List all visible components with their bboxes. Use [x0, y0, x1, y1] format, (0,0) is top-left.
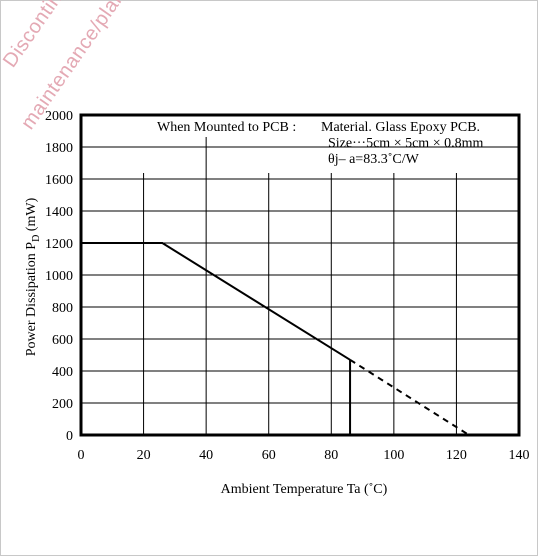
y-tick-label: 1800 — [45, 141, 73, 156]
x-tick-label: 40 — [199, 448, 213, 463]
y-tick-label: 1400 — [45, 205, 73, 220]
x-tick-label: 100 — [383, 448, 404, 463]
derating-line — [81, 242, 351, 361]
x-tick-label: 80 — [324, 448, 338, 463]
y-tick-label: 800 — [52, 301, 73, 316]
y-axis-label: Power Dissipation PD (mW) — [24, 197, 42, 356]
y-tick-label: 0 — [66, 429, 73, 444]
y-tick-label: 400 — [52, 365, 73, 380]
y-tick-label: 200 — [52, 397, 73, 412]
y-axis-label-prefix: Power Dissipation P — [24, 242, 39, 357]
derating-line-dashed — [349, 358, 470, 436]
y-axis-label-suffix: (mW) — [24, 197, 39, 234]
x-tick-label: 140 — [509, 448, 530, 463]
x-tick-label: 20 — [137, 448, 151, 463]
annotation-line: Size···5cm × 5cm × 0.8mm — [328, 136, 483, 151]
annotation-line: Material. Glass Epoxy PCB. — [321, 120, 480, 135]
y-tick-label: 2000 — [45, 109, 73, 124]
x-tick-label: 120 — [446, 448, 467, 463]
y-tick-label: 1600 — [45, 173, 73, 188]
y-tick-label: 1000 — [45, 269, 73, 284]
plot-frame — [79, 113, 521, 437]
y-tick-label: 1200 — [45, 237, 73, 252]
annotation-line: θj– a=83.3˚C/W — [328, 152, 420, 167]
x-tick-label: 60 — [262, 448, 276, 463]
x-axis-label: Ambient Temperature Ta (˚C) — [221, 482, 388, 497]
y-axis-label-subscript: D — [31, 235, 42, 242]
x-tick-label: 0 — [78, 448, 85, 463]
y-tick-label: 600 — [52, 333, 73, 348]
annotation-condition: When Mounted to PCB : — [157, 120, 296, 135]
